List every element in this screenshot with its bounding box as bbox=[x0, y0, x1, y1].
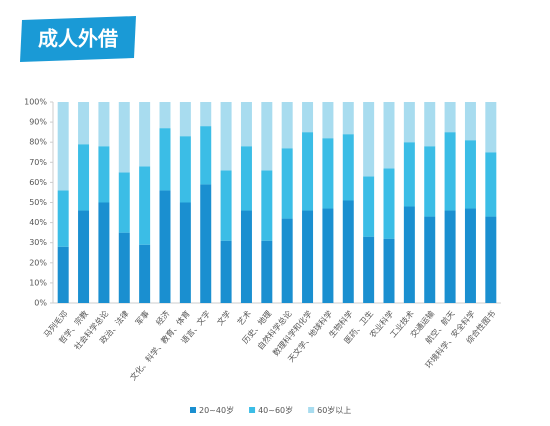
bar-segment bbox=[179, 136, 191, 203]
legend-swatch bbox=[190, 407, 196, 413]
bar-segment bbox=[98, 146, 110, 203]
bar-segment bbox=[240, 210, 252, 303]
bar-segment bbox=[322, 102, 334, 139]
bar-segment bbox=[159, 102, 171, 129]
bar-segment bbox=[118, 102, 130, 173]
bar-segment bbox=[281, 148, 293, 219]
bar-segment bbox=[159, 190, 171, 303]
bar-segment bbox=[302, 102, 314, 133]
bar-segment bbox=[485, 216, 497, 303]
bar-segment bbox=[78, 210, 90, 303]
bar-segment bbox=[240, 102, 252, 147]
bar-segment bbox=[179, 102, 191, 137]
bar-segment bbox=[220, 170, 232, 241]
bar-segment bbox=[485, 102, 497, 153]
chart-title: 成人外借 bbox=[38, 27, 118, 51]
bar-segment bbox=[363, 176, 375, 237]
bar-segment bbox=[240, 146, 252, 211]
bar-segment bbox=[139, 166, 151, 245]
bar-segment bbox=[363, 236, 375, 303]
bar-segment bbox=[342, 134, 354, 201]
bar-segment bbox=[281, 218, 293, 303]
bar-segment bbox=[322, 208, 334, 303]
bar-segment bbox=[281, 102, 293, 149]
bar-segment bbox=[302, 210, 314, 303]
legend-label: 40~60岁 bbox=[258, 405, 293, 415]
bar-segment bbox=[261, 170, 273, 241]
bar-segment bbox=[139, 244, 151, 303]
bar-segment bbox=[464, 140, 476, 209]
bar-segment bbox=[464, 102, 476, 141]
bar-segment bbox=[200, 126, 212, 185]
bar-segment bbox=[98, 102, 110, 147]
bar-segment bbox=[57, 246, 69, 303]
bar-segment bbox=[118, 172, 130, 233]
bar-segment bbox=[383, 238, 395, 303]
y-tick-label: 40% bbox=[29, 218, 47, 227]
y-tick-label: 20% bbox=[29, 258, 47, 267]
bar-segment bbox=[383, 168, 395, 239]
legend-swatch bbox=[249, 407, 256, 413]
bar-segment bbox=[98, 202, 110, 303]
bar-segment bbox=[342, 200, 354, 303]
title-banner bbox=[20, 16, 136, 62]
bar-segment bbox=[464, 208, 476, 303]
bar-segment bbox=[444, 210, 456, 303]
bar-segment bbox=[179, 202, 191, 303]
bar-segment bbox=[57, 102, 69, 191]
y-tick-label: 70% bbox=[29, 158, 47, 167]
bar-segment bbox=[78, 102, 90, 145]
bar-segment bbox=[302, 132, 314, 211]
y-tick-label: 0% bbox=[34, 299, 47, 308]
y-tick-label: 50% bbox=[29, 198, 47, 207]
bar-segment bbox=[424, 146, 436, 217]
x-tick-label: 文学 bbox=[215, 308, 233, 327]
bar-segment bbox=[78, 144, 90, 211]
bar-segment bbox=[424, 102, 436, 147]
bar-segment bbox=[200, 184, 212, 303]
x-tick-label: 军事 bbox=[133, 308, 151, 327]
bar-segment bbox=[383, 102, 395, 169]
legend-label: 20~40岁 bbox=[199, 405, 234, 415]
bar-segment bbox=[444, 132, 456, 211]
bar-segment bbox=[485, 152, 497, 217]
y-tick-label: 60% bbox=[29, 178, 47, 187]
bar-segment bbox=[403, 102, 415, 143]
y-tick-label: 30% bbox=[29, 238, 47, 247]
bar-segment bbox=[57, 190, 69, 247]
legend-swatch bbox=[308, 407, 315, 413]
bar-segment bbox=[342, 102, 354, 135]
bar-segment bbox=[322, 138, 334, 209]
bar-segment bbox=[159, 128, 171, 191]
bar-segment bbox=[403, 206, 415, 303]
bar-segment bbox=[261, 240, 273, 303]
y-tick-label: 80% bbox=[29, 138, 47, 147]
y-tick-label: 10% bbox=[29, 278, 47, 287]
y-tick-label: 100% bbox=[24, 98, 47, 107]
y-tick-label: 90% bbox=[29, 118, 47, 127]
bar-segment bbox=[424, 216, 436, 303]
bar-segment bbox=[139, 102, 151, 167]
bar-segment bbox=[403, 142, 415, 207]
bar-segment bbox=[200, 102, 212, 127]
bar-segment bbox=[220, 102, 232, 171]
bar-segment bbox=[118, 232, 130, 303]
x-tick-label: 艺术 bbox=[235, 308, 253, 327]
x-tick-label: 经济 bbox=[154, 308, 172, 327]
bar-segment bbox=[220, 240, 232, 303]
bar-segment bbox=[363, 102, 375, 177]
bar-segment bbox=[444, 102, 456, 133]
bar-segment bbox=[261, 102, 273, 171]
legend-label: 60岁以上 bbox=[317, 405, 351, 415]
